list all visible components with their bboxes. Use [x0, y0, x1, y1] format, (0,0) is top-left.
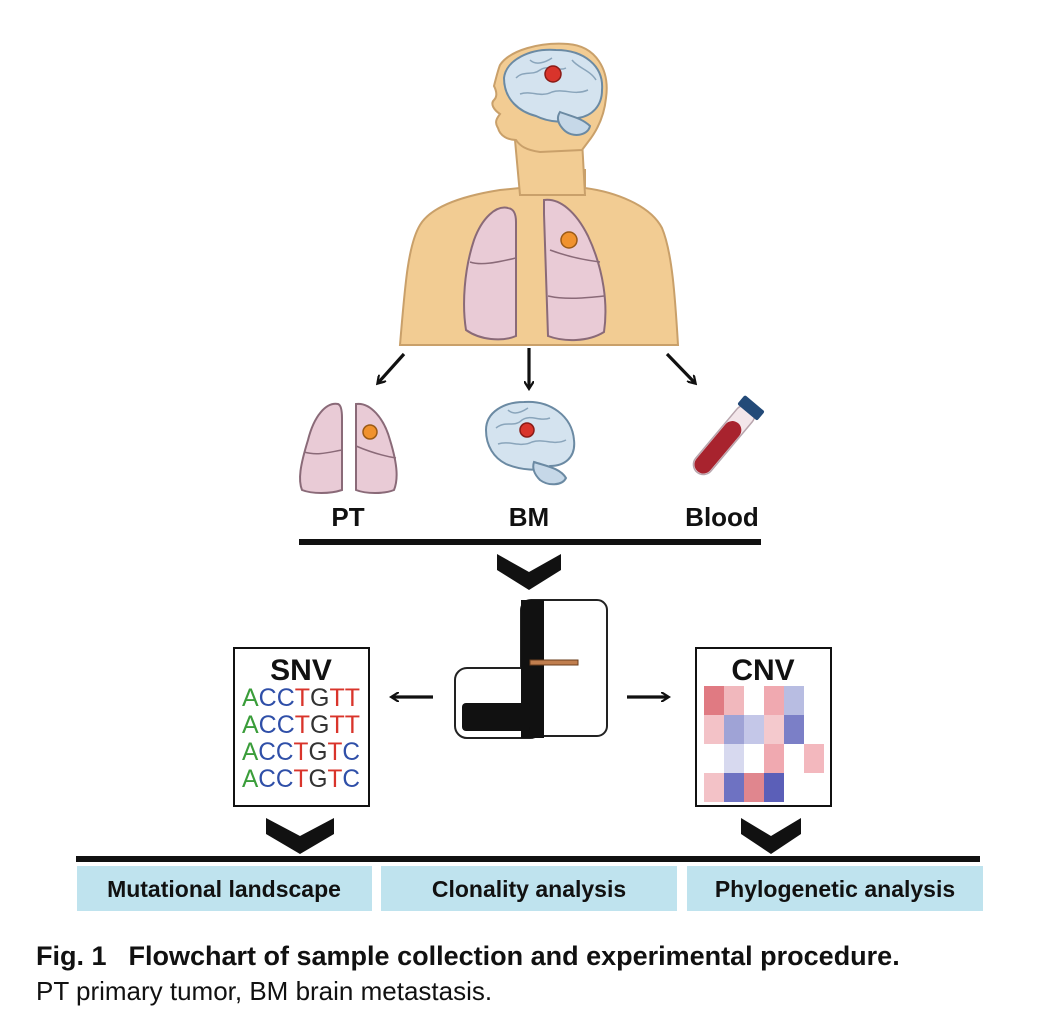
heatmap-cell [724, 686, 744, 715]
snv-sequence-4: ACCTGTC [242, 765, 360, 793]
heatmap-cell [744, 744, 764, 773]
arrow-to-blood [665, 352, 695, 383]
heatmap-cell [724, 715, 744, 744]
heatmap-cell [704, 744, 724, 773]
torso-lungs [463, 198, 607, 342]
heatmap-cell [784, 744, 804, 773]
chevron-down-icon [497, 554, 561, 590]
blood-tube-icon [692, 395, 764, 476]
cnv-panel: CNV [695, 647, 832, 807]
heatmap-cell [744, 715, 764, 744]
heatmap-cell [704, 686, 724, 715]
caption-text: PT primary tumor, BM brain metastasis. [36, 976, 493, 1006]
heatmap-cell [744, 773, 764, 802]
analysis-box-clonality [381, 866, 677, 911]
arrow-to-pt [378, 352, 406, 383]
heatmap-cell [704, 773, 724, 802]
sample-label-pt: PT [331, 502, 364, 532]
chevron-down-icon [741, 818, 801, 854]
samples-divider [299, 539, 761, 545]
heatmap-cell [804, 744, 824, 773]
lung-tumor-dot [560, 231, 578, 249]
analysis-box-phylogenetic [687, 866, 983, 911]
sample-arrows [378, 348, 695, 388]
analysis-label-phylogenetic: Phylogenetic analysis [715, 876, 955, 902]
heatmap-cell [784, 686, 804, 715]
heatmap-cell [764, 773, 784, 802]
brain-tumor-dot [544, 65, 562, 83]
analysis-boxes: Mutational landscape Clonality analysis … [77, 866, 983, 911]
human-body-illustration [398, 42, 680, 346]
lungs-icon [299, 402, 398, 494]
caption-title: Flowchart of sample collection and exper… [128, 941, 900, 971]
snv-panel-frame [233, 647, 370, 807]
head-brain [502, 48, 604, 136]
heatmap-cell [804, 773, 824, 802]
analysis-divider [76, 856, 980, 862]
heatmap-cell [704, 715, 724, 744]
heatmap-cell [724, 773, 744, 802]
heatmap-cell [764, 686, 784, 715]
snv-sequence-1: ACCTGTT [242, 684, 360, 712]
heatmap-cell [804, 715, 824, 744]
analysis-box-mutational [77, 866, 372, 911]
caption-heading: Fig. 1 Flowchart of sample collection and… [36, 938, 1036, 974]
heatmap-cell [784, 773, 804, 802]
torso-shape [398, 169, 680, 346]
caption-figure-number: Fig. 1 [36, 941, 107, 971]
heatmap-cell [804, 686, 824, 715]
analysis-label-clonality: Clonality analysis [432, 876, 626, 902]
flowchart-diagram: PT BM Blood SNV ACCTGTTACCTGTTACCTGTCACC… [76, 42, 983, 911]
sample-label-bm: BM [509, 502, 549, 532]
snv-title: SNV [270, 654, 332, 687]
sample-label-blood: Blood [685, 502, 759, 532]
figure-caption: Fig. 1 Flowchart of sample collection and… [36, 938, 1036, 1008]
heatmap-cell [744, 686, 764, 715]
brain-icon [484, 400, 576, 486]
chevron-down-icon [266, 818, 334, 854]
sequencer-icon [454, 599, 608, 739]
snv-sequence-2: ACCTGTT [242, 711, 360, 739]
snv-sequence-3: ACCTGTC [242, 738, 360, 766]
cnv-title: CNV [731, 654, 794, 687]
heatmap-cell [724, 744, 744, 773]
heatmap-cell [784, 715, 804, 744]
heatmap-cell [764, 715, 784, 744]
cnv-heatmap [704, 686, 824, 802]
heatmap-cell [764, 744, 784, 773]
analysis-label-mutational: Mutational landscape [107, 876, 341, 902]
